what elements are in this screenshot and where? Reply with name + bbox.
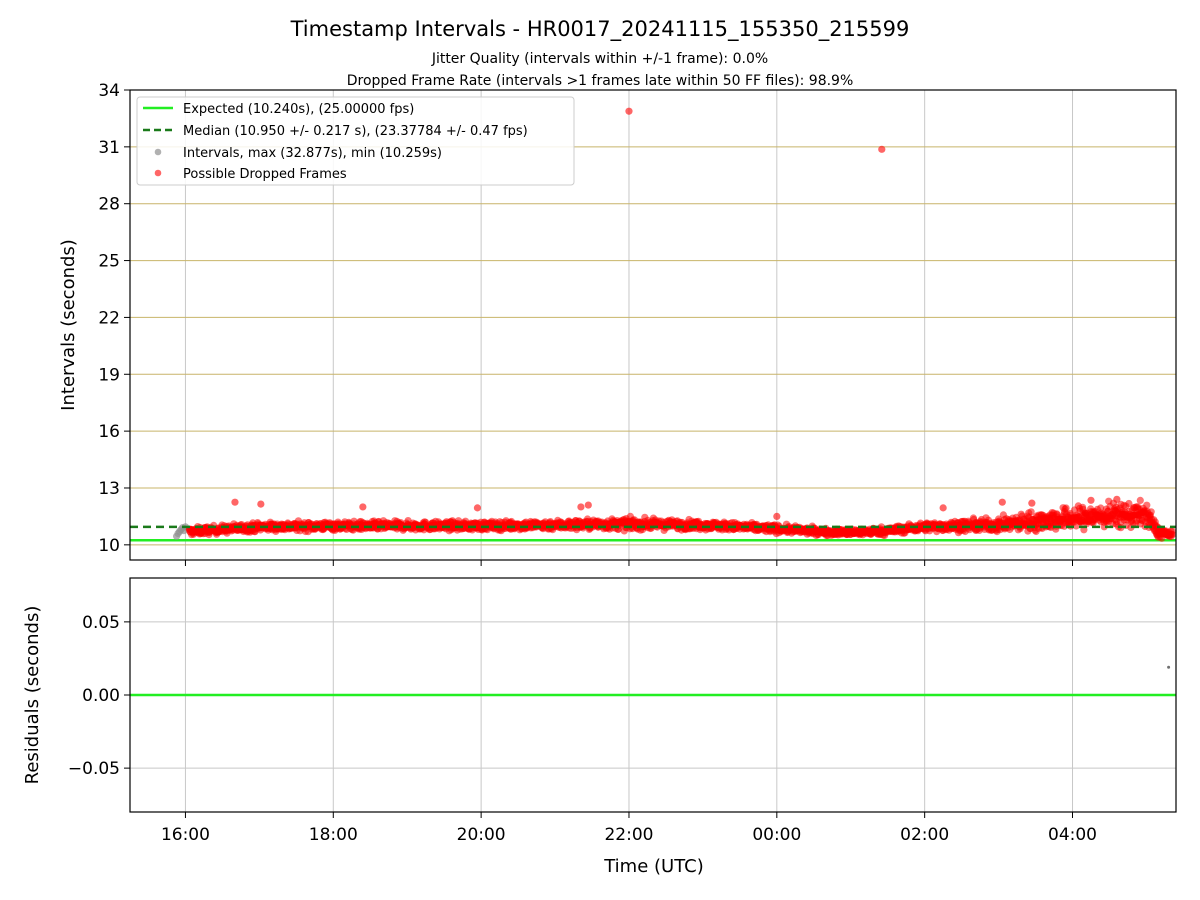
x-tick-label: 00:00: [752, 825, 801, 845]
x-tick-label: 16:00: [161, 825, 210, 845]
top-y-tick-label: 34: [98, 81, 120, 101]
dropped-frame-outlier: [1028, 499, 1036, 507]
dropped-frame-outlier: [773, 512, 781, 521]
residual-point: [1167, 665, 1171, 669]
x-tick-label: 18:00: [309, 825, 358, 845]
bottom-y-tick-label: −0.05: [68, 759, 120, 779]
legend-swatch-intervals: [154, 148, 162, 156]
dropped-frame-outlier: [625, 107, 633, 115]
dropped-frame-outlier: [1113, 495, 1121, 503]
bottom-plot-frame: [129, 577, 1177, 813]
dropped-frame-outlier: [939, 504, 947, 512]
dropped-frame-outlier: [359, 503, 367, 511]
x-axis-label: Time (UTC): [603, 856, 704, 877]
dropped-frame-point: [1169, 530, 1176, 539]
legend-entry-dropped: Possible Dropped Frames: [183, 167, 347, 182]
dropped-frame-point: [1147, 508, 1155, 516]
dropped-frame-point: [1027, 508, 1035, 516]
residuals-y-axis-label: Residuals (seconds): [22, 606, 43, 785]
top-y-tick-label: 25: [98, 252, 120, 272]
top-y-tick-label: 31: [98, 138, 120, 158]
intervals-plot: 10 13 16 19 22 25 28 31 34: [98, 81, 1177, 566]
dropped-frame-outlier: [257, 500, 265, 508]
chart-subtitle-dropped: Dropped Frame Rate (intervals >1 frames …: [347, 73, 854, 89]
top-y-tick-label: 19: [98, 365, 120, 385]
top-y-tick-label: 10: [98, 536, 120, 556]
legend-swatch-dropped: [154, 169, 162, 177]
dropped-frame-outlier: [584, 501, 592, 509]
x-tick-label: 02:00: [900, 825, 949, 845]
chart-legend: Expected (10.240s), (25.00000 fps) Media…: [136, 96, 575, 186]
top-plot-marks: [130, 107, 1176, 542]
x-tick-label: 20:00: [457, 825, 506, 845]
residuals-plot: 16:00 18:00 20:00 22:00 00:00 02:00 04:00 −0.05…: [68, 577, 1177, 845]
top-y-tick-label: 28: [98, 195, 120, 215]
top-y-tick-label: 16: [98, 422, 120, 442]
chart-subtitle-jitter: Jitter Quality (intervals within +/-1 fr…: [431, 51, 768, 67]
bottom-y-tick-label: 0.05: [82, 613, 120, 633]
bottom-y-tick-label: 0.00: [82, 686, 120, 706]
chart-title: Timestamp Intervals - HR0017_20241115_15…: [290, 17, 910, 42]
legend-entry-intervals: Intervals, max (32.877s), min (10.259s): [183, 146, 442, 161]
top-y-tick-label: 13: [98, 479, 120, 499]
dropped-frame-point: [1136, 496, 1144, 504]
dropped-frame-point: [1143, 501, 1151, 509]
x-tick-label: 04:00: [1048, 825, 1097, 845]
dropped-frame-point: [1125, 499, 1133, 508]
dropped-frame-outlier: [231, 498, 239, 506]
dropped-frame-outlier: [473, 504, 482, 512]
dropped-frame-point: [1062, 504, 1070, 512]
dropped-frame-outlier: [577, 503, 585, 511]
dropped-frame-outlier: [998, 498, 1006, 506]
legend-entry-median: Median (10.950 +/- 0.217 s), (23.37784 +…: [183, 124, 528, 139]
dropped-frame-outlier: [1087, 496, 1095, 504]
top-plot-frame: [129, 89, 1177, 561]
dropped-frame-outlier: [878, 145, 886, 153]
x-tick-label: 22:00: [604, 825, 653, 845]
top-y-tick-label: 22: [98, 308, 120, 328]
intervals-y-axis-label: Intervals (seconds): [58, 239, 79, 411]
legend-entry-expected: Expected (10.240s), (25.00000 fps): [183, 102, 414, 117]
